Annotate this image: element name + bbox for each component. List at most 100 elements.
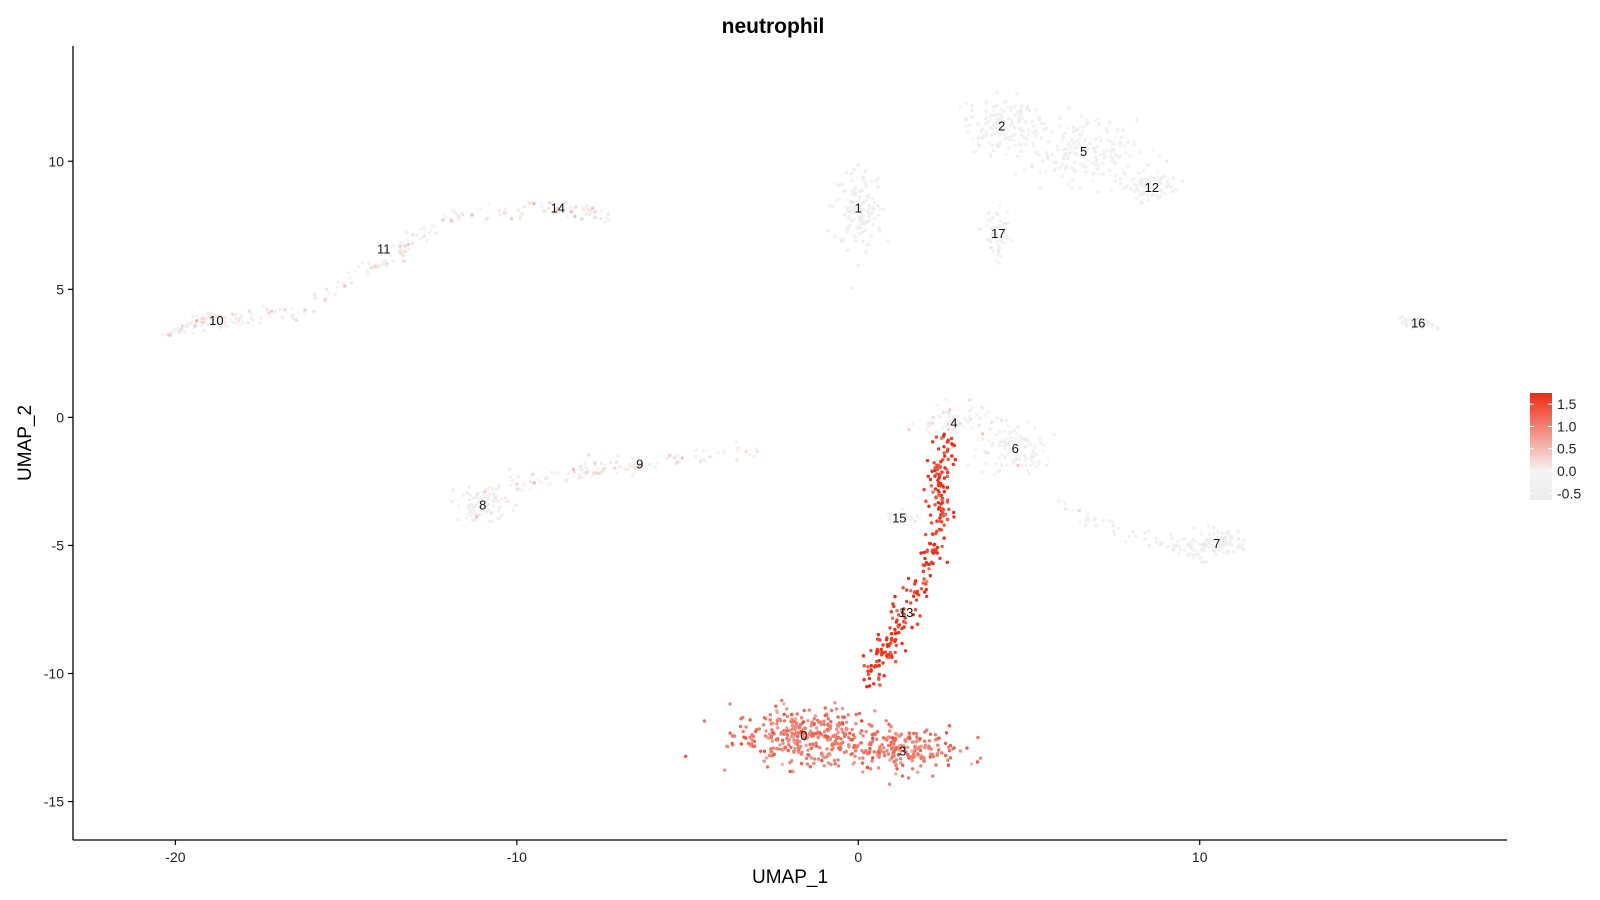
x-tick-label: 0 xyxy=(854,849,862,865)
cell-point xyxy=(267,311,271,315)
cell-point xyxy=(1069,165,1074,170)
cell-point xyxy=(1044,151,1049,155)
cell-point xyxy=(1096,163,1100,168)
cell-point xyxy=(836,735,840,740)
cell-point xyxy=(996,131,1001,136)
cell-point xyxy=(680,456,684,460)
cell-point xyxy=(1143,531,1147,535)
cell-point xyxy=(890,754,895,758)
cell-point xyxy=(948,408,952,412)
cell-point xyxy=(586,453,591,457)
cell-point xyxy=(1118,140,1122,145)
cell-point xyxy=(1060,162,1064,167)
cell-point xyxy=(910,749,914,753)
cell-point xyxy=(799,729,804,734)
cell-point xyxy=(1221,550,1226,555)
cell-point xyxy=(897,734,902,738)
cell-point xyxy=(973,448,978,452)
cell-point xyxy=(1031,124,1036,128)
cell-point xyxy=(988,113,993,118)
legend-tick-label: -0.5 xyxy=(1557,485,1581,501)
cell-point xyxy=(1072,126,1076,130)
cell-point xyxy=(1038,440,1042,444)
cell-point xyxy=(1008,124,1012,128)
cell-point xyxy=(820,758,824,763)
cell-point xyxy=(1137,150,1141,154)
cell-point xyxy=(1041,127,1046,131)
cell-point xyxy=(496,509,501,513)
cell-point xyxy=(825,728,830,732)
cell-point xyxy=(1113,179,1118,183)
cell-point xyxy=(1122,143,1126,148)
cell-point xyxy=(1143,183,1147,187)
cell-point xyxy=(618,464,622,468)
cell-point xyxy=(933,733,938,737)
cell-point xyxy=(1035,465,1039,469)
cell-point xyxy=(856,163,860,167)
cell-point xyxy=(910,740,914,744)
cell-point xyxy=(915,514,919,518)
cell-point xyxy=(996,118,1000,122)
cell-point xyxy=(430,224,434,228)
cell-point xyxy=(947,427,951,431)
cell-point xyxy=(236,320,241,324)
cell-point xyxy=(1066,182,1071,186)
cell-point xyxy=(1093,118,1098,123)
cell-point xyxy=(937,748,941,752)
cell-point xyxy=(1077,508,1082,513)
cell-point xyxy=(564,478,569,482)
cell-point xyxy=(988,125,992,129)
cell-point xyxy=(1083,147,1087,152)
cell-point xyxy=(384,261,389,266)
cell-point xyxy=(997,444,1001,448)
cell-point xyxy=(971,137,975,141)
cell-point xyxy=(866,672,871,676)
cell-point xyxy=(1034,452,1039,457)
cell-point xyxy=(806,719,810,723)
cell-point xyxy=(786,748,790,753)
cell-point xyxy=(433,224,437,228)
cell-point xyxy=(931,561,935,566)
cell-point xyxy=(453,211,457,215)
cell-point xyxy=(177,325,181,330)
cell-point xyxy=(865,685,869,689)
cell-point xyxy=(826,738,830,742)
cell-point xyxy=(593,210,597,214)
cell-point xyxy=(945,474,950,479)
cell-point xyxy=(1001,122,1005,126)
cell-point xyxy=(1070,178,1075,182)
cell-point xyxy=(946,410,951,415)
cell-point xyxy=(241,321,245,326)
cell-point xyxy=(341,281,346,285)
cell-point xyxy=(901,763,905,767)
cell-point xyxy=(961,424,966,429)
cell-point xyxy=(947,724,952,728)
cell-point xyxy=(861,756,865,760)
cell-point xyxy=(1093,149,1097,153)
cell-point xyxy=(1021,129,1025,133)
cell-point xyxy=(616,454,620,458)
cell-point xyxy=(904,514,908,518)
cell-point xyxy=(1013,104,1017,108)
cell-point xyxy=(994,259,998,263)
x-tick-label: 10 xyxy=(1192,849,1208,865)
cell-point xyxy=(885,239,890,243)
cell-point xyxy=(195,319,199,323)
cell-point xyxy=(933,468,937,473)
cell-point xyxy=(813,757,817,761)
cell-point xyxy=(797,750,801,754)
cell-point xyxy=(852,745,856,750)
cell-point xyxy=(494,499,499,503)
cell-point xyxy=(837,184,841,188)
cell-point xyxy=(936,751,940,756)
cell-point xyxy=(1011,462,1016,466)
cell-point xyxy=(983,449,987,453)
cell-point xyxy=(809,756,814,760)
cell-point xyxy=(930,753,934,757)
cell-point xyxy=(943,741,948,745)
cell-point xyxy=(822,722,826,726)
cell-point xyxy=(1177,544,1181,548)
cell-point xyxy=(902,607,906,611)
cell-point xyxy=(1169,532,1173,536)
cell-point xyxy=(1073,169,1078,174)
